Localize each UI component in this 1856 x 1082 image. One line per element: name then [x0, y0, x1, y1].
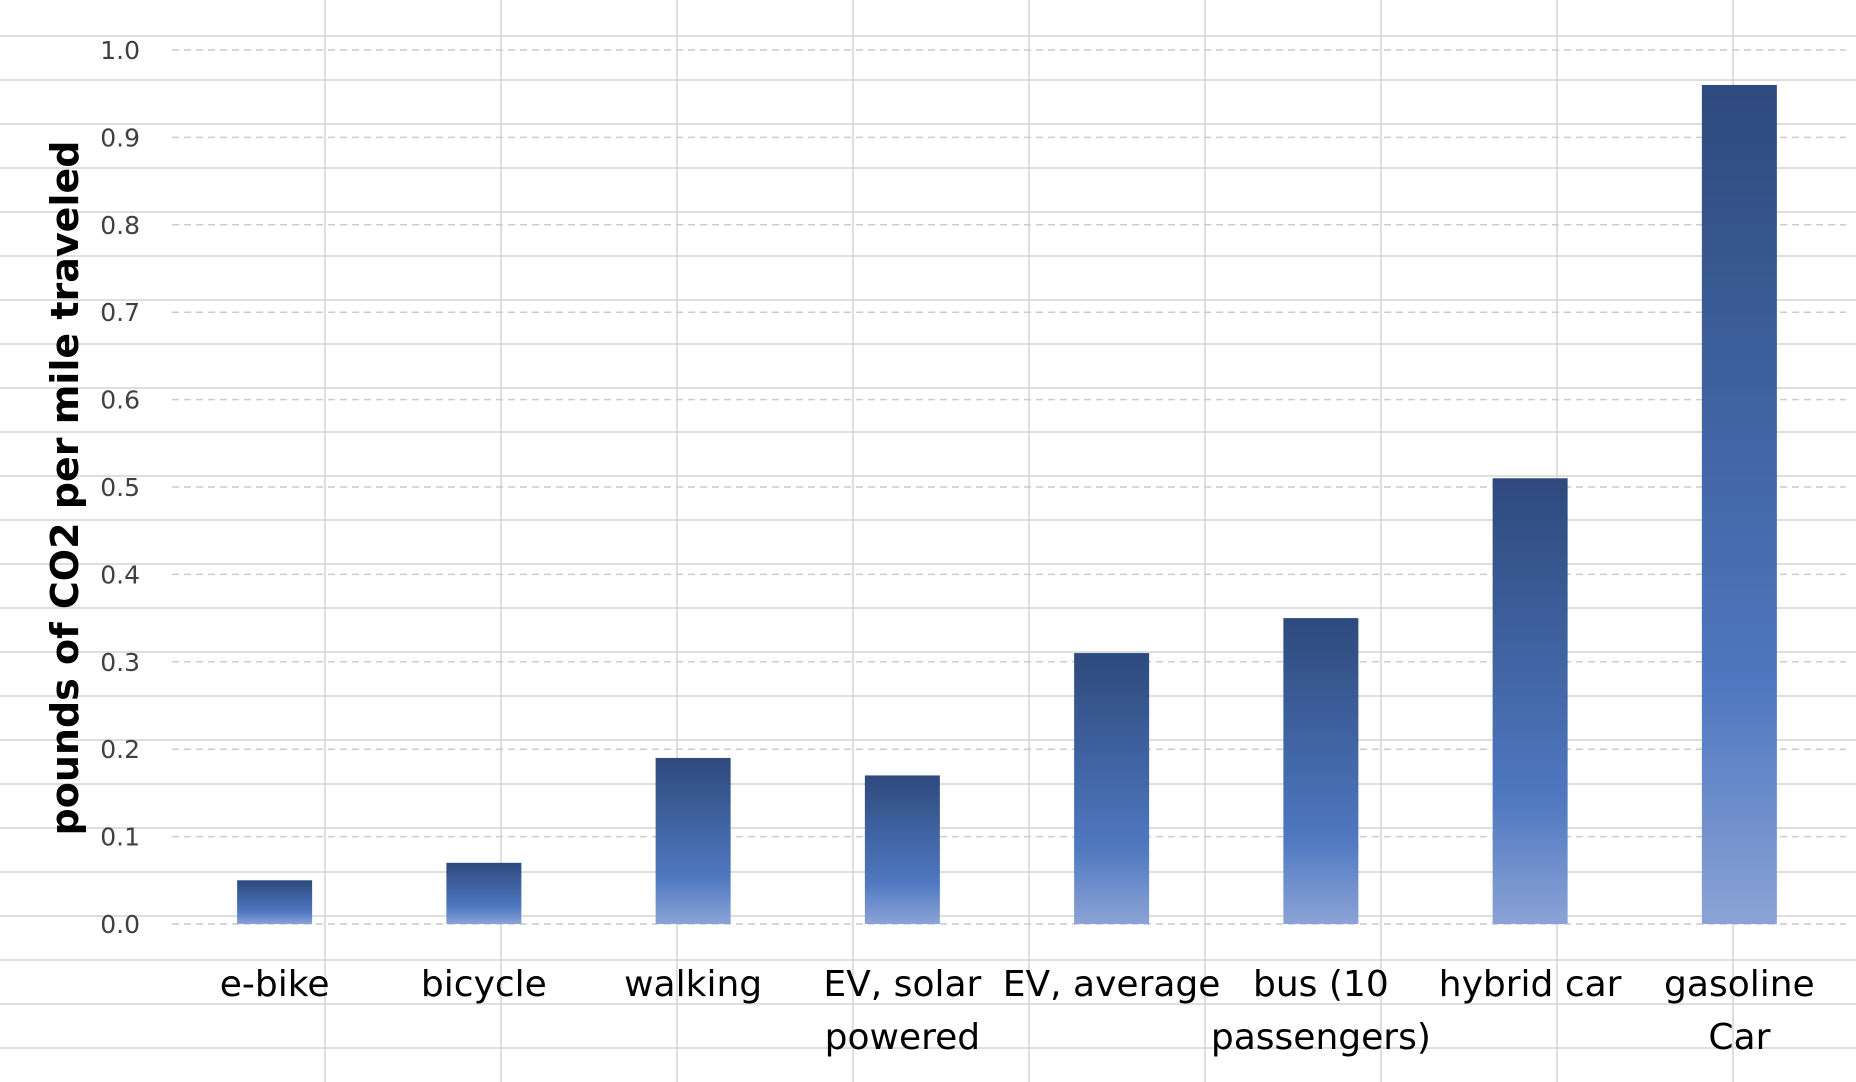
x-tick-label: gasoline [1664, 964, 1815, 1005]
chart-gridlines [172, 49, 1846, 925]
y-tick-label: 0.5 [100, 473, 140, 502]
bar [1074, 653, 1150, 924]
y-tick-label: 0.8 [100, 211, 140, 240]
x-tick-label: e-bike [220, 964, 330, 1005]
bar [1492, 478, 1568, 924]
y-axis-title: pounds of CO2 per mile traveled [43, 141, 87, 836]
y-tick-label: 0.3 [100, 648, 140, 677]
y-tick-label: 0.6 [100, 386, 140, 415]
y-tick-label: 0.4 [100, 560, 140, 589]
x-tick-label: passengers) [1211, 1017, 1431, 1058]
x-tick-label: bus (10 [1253, 964, 1389, 1005]
bars [237, 84, 1777, 924]
y-tick-label: 1.0 [100, 36, 140, 65]
x-tick-label: bicycle [421, 964, 547, 1005]
y-tick-label: 0.7 [100, 298, 140, 327]
y-axis-ticks: 0.0 0.1 0.2 0.3 0.4 0.5 0.6 0.7 0.8 0.9 1.0 [100, 36, 140, 939]
x-tick-label: hybrid car [1439, 964, 1622, 1005]
x-axis-labels: e-bike bicycle walking EV, solar powered EV, … [220, 964, 1815, 1058]
y-tick-label: 0.1 [100, 823, 140, 852]
x-tick-label: walking [624, 964, 762, 1005]
x-tick-label: EV, average [1003, 964, 1221, 1005]
bar [446, 862, 522, 924]
bar [1283, 618, 1359, 924]
bar [864, 775, 940, 924]
x-tick-label: powered [825, 1017, 980, 1058]
bar [655, 757, 731, 924]
bar [237, 880, 313, 924]
bar [1701, 84, 1777, 924]
x-tick-label: Car [1708, 1017, 1770, 1058]
x-tick-label: EV, solar [823, 964, 981, 1005]
y-tick-label: 0.9 [100, 123, 140, 152]
y-tick-label: 0.0 [100, 910, 140, 939]
y-tick-label: 0.2 [100, 735, 140, 764]
